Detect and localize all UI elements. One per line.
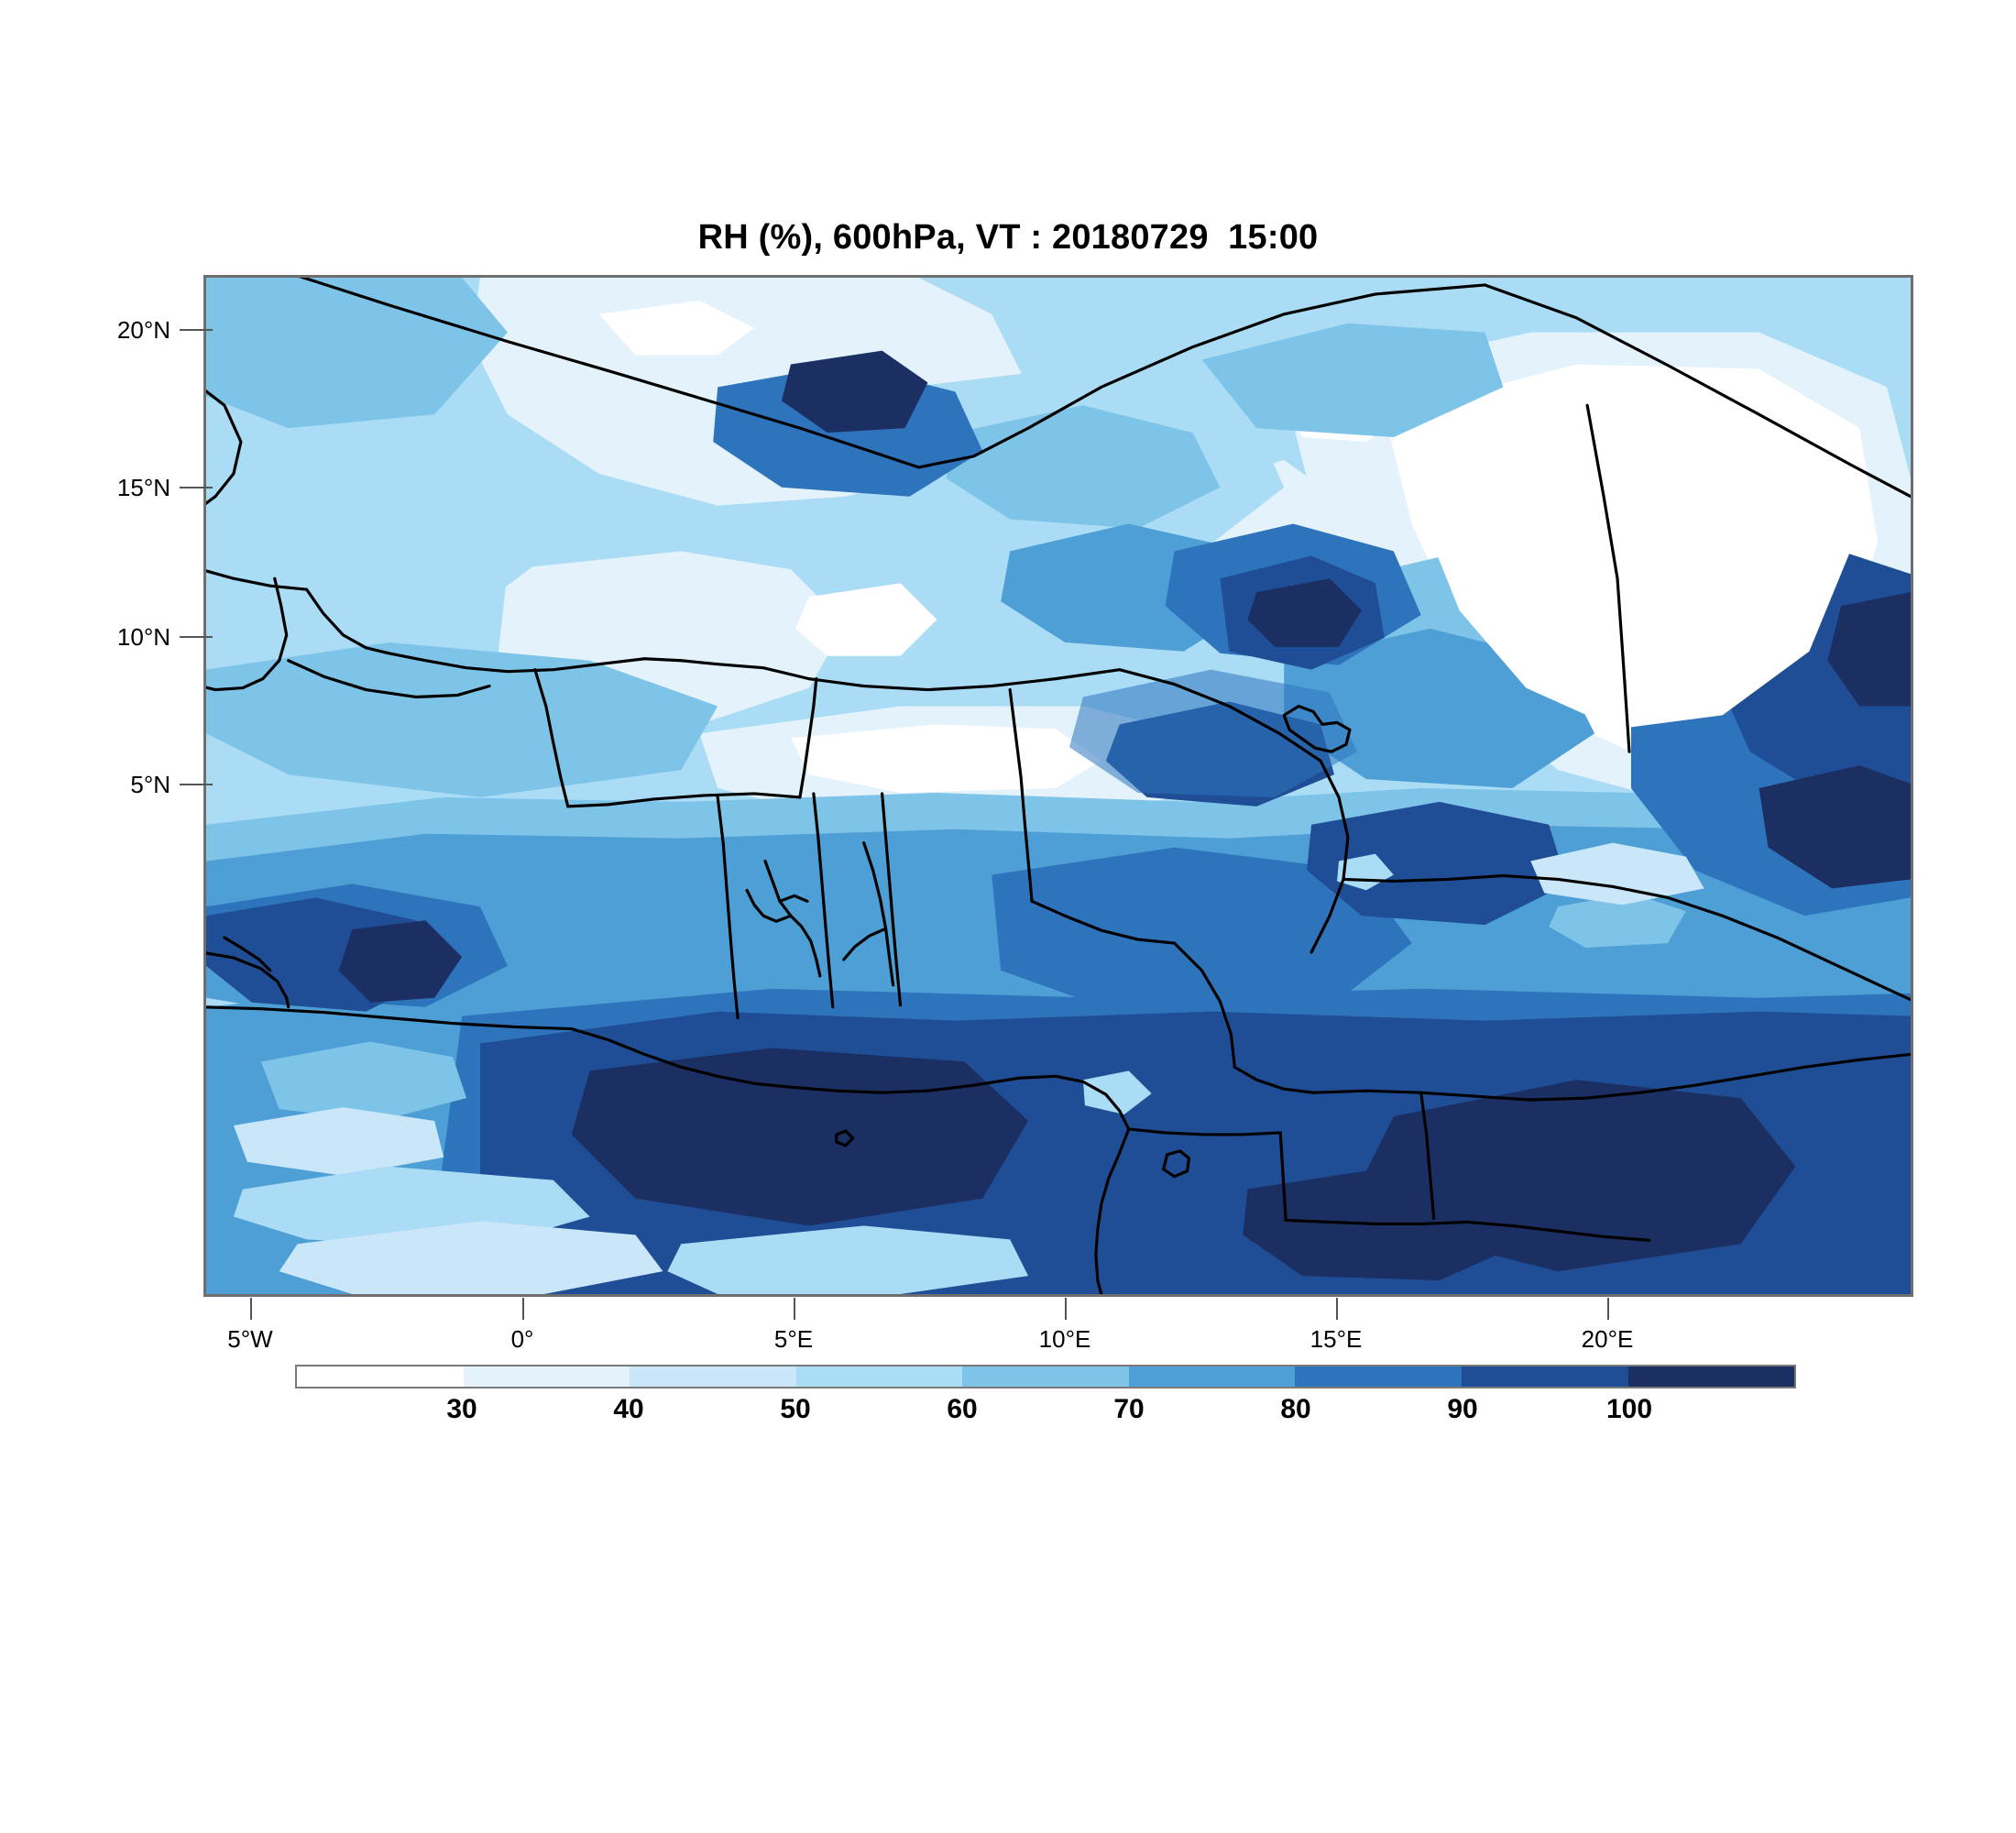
x-tick-label-5e: 5°E xyxy=(773,1325,814,1353)
y-tick-line-15n xyxy=(180,487,213,488)
x-tick-line-10e xyxy=(1065,1298,1067,1320)
y-tick-label-5n: 5°N xyxy=(130,771,170,798)
colorbar-tick-100: 100 xyxy=(1605,1394,1653,1424)
colorbar-tick-80: 80 xyxy=(1280,1394,1311,1424)
colorbar-band-50-60 xyxy=(795,1367,963,1387)
colorbar-band-70-80 xyxy=(1128,1367,1296,1387)
x-tick-label-20e: 20°E xyxy=(1581,1325,1634,1353)
map-canvas xyxy=(206,278,1911,1294)
colorbar-band-80-90 xyxy=(1295,1367,1462,1387)
contour-fill-layer xyxy=(206,278,1911,1294)
colorbar-tick-90: 90 xyxy=(1447,1394,1478,1424)
colorbar-band-30-40 xyxy=(463,1367,630,1387)
x-tick-label-15e: 15°E xyxy=(1309,1325,1363,1353)
y-tick-line-5n xyxy=(180,784,213,785)
colorbar-tick-50: 50 xyxy=(780,1394,811,1424)
y-tick-line-10n xyxy=(180,636,213,638)
colorbar-tick-30: 30 xyxy=(446,1394,477,1424)
colorbar-band-40-50 xyxy=(630,1367,796,1387)
x-tick-label-0: 0° xyxy=(510,1325,534,1353)
y-tick-label-10n: 10°N xyxy=(116,623,170,651)
y-tick-label-15n: 15°N xyxy=(116,474,170,501)
colorbar-band-20-30 xyxy=(297,1367,464,1387)
x-tick-line-0 xyxy=(522,1298,524,1320)
x-tick-label-5w: 5°W xyxy=(227,1325,273,1353)
page-title: RH (%), 600hPa, VT : 20180729 15:00 xyxy=(697,218,1319,257)
x-tick-line-5w xyxy=(250,1298,252,1320)
coastline-layer xyxy=(206,278,1911,1294)
colorbar-tick-60: 60 xyxy=(947,1394,978,1424)
x-tick-line-20e xyxy=(1607,1298,1609,1320)
y-tick-label-20n: 20°N xyxy=(116,316,170,344)
x-tick-label-10e: 10°E xyxy=(1038,1325,1091,1353)
colorbar-band-100-110 xyxy=(1627,1367,1795,1387)
colorbar-tick-40: 40 xyxy=(613,1394,644,1424)
colorbar-tick-70: 70 xyxy=(1113,1394,1145,1424)
colorbar xyxy=(295,1365,1796,1388)
x-tick-line-15e xyxy=(1336,1298,1338,1320)
colorbar-band-90-100 xyxy=(1461,1367,1628,1387)
map-plot-area xyxy=(203,275,1913,1297)
x-tick-line-5e xyxy=(794,1298,795,1320)
y-tick-line-20n xyxy=(180,329,213,331)
colorbar-band-60-70 xyxy=(962,1367,1129,1387)
